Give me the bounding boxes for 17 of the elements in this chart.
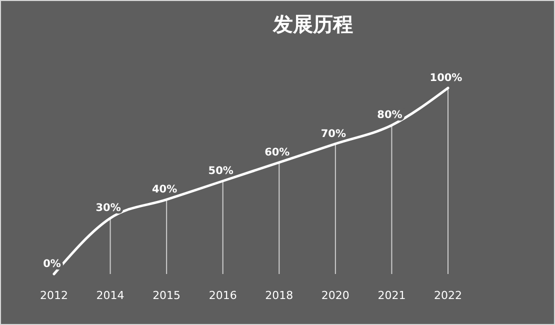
x-tick-label: 2020 bbox=[321, 289, 350, 302]
x-tick-label: 2016 bbox=[208, 289, 237, 302]
data-label: 60% bbox=[264, 146, 290, 158]
data-label: 50% bbox=[208, 165, 234, 177]
data-label: 30% bbox=[96, 202, 122, 214]
x-tick-label: 2018 bbox=[265, 289, 294, 302]
data-label: 0% bbox=[43, 258, 62, 270]
x-tick-label: 2021 bbox=[378, 289, 406, 302]
x-tick-label: 2012 bbox=[40, 289, 68, 302]
x-tick-label: 2015 bbox=[152, 289, 181, 302]
data-label: 100% bbox=[430, 72, 463, 84]
data-label: 40% bbox=[152, 184, 178, 196]
x-tick-label: 2014 bbox=[96, 289, 124, 302]
data-label: 70% bbox=[320, 128, 346, 140]
chart-title: 发展历程 bbox=[272, 12, 353, 36]
data-label: 80% bbox=[377, 109, 403, 122]
x-tick-label: 2022 bbox=[434, 289, 462, 302]
